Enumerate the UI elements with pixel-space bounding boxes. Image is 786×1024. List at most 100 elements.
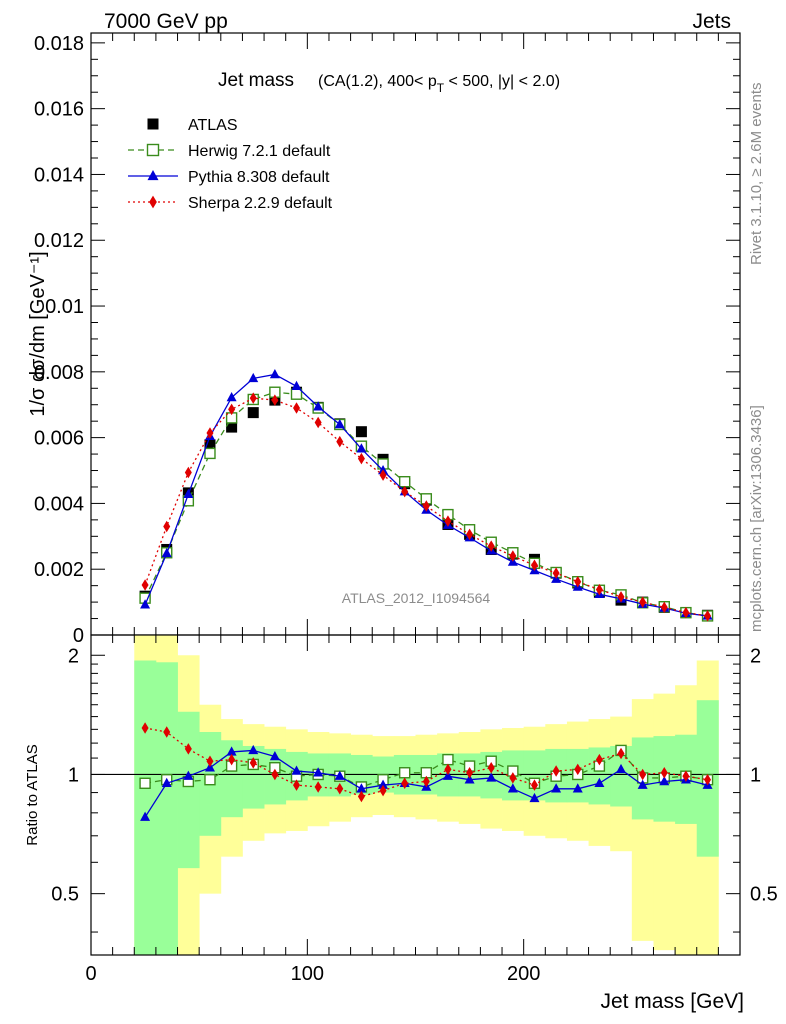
- main-y-tick-label: 0.008: [34, 362, 84, 384]
- data-point: [313, 401, 324, 411]
- ratio-data-point: [509, 772, 517, 784]
- main-y-axis-label: 1/σ dσ/dm [GeV⁻¹]: [27, 251, 49, 416]
- main-y-tick-label: 0: [73, 625, 84, 647]
- ratio-data-point: [163, 726, 171, 738]
- main-y-tick-label: 0.004: [34, 493, 84, 515]
- ratio-y-tick-label: 1: [68, 764, 79, 786]
- ratio-data-point: [529, 792, 540, 803]
- legend-label: Pythia 8.308 default: [188, 169, 330, 186]
- data-point: [336, 435, 344, 448]
- ratio-data-point: [572, 783, 583, 793]
- main-y-tick-label: 0.01: [45, 296, 84, 318]
- data-point: [422, 500, 430, 512]
- data-point: [140, 599, 151, 609]
- ratio-data-point: [140, 811, 151, 821]
- ratio-data-point: [444, 763, 452, 776]
- mcplots-label: mcplots.cern.ch [arXiv:1306.3436]: [748, 405, 765, 632]
- subtitle-pre: (CA(1.2), 400< p: [318, 73, 437, 90]
- ratio-data-point: [357, 790, 365, 803]
- ratio-data-point: [314, 781, 322, 793]
- ratio-data-point: [594, 777, 605, 788]
- ratio-data-point: [161, 777, 172, 788]
- ratio-data-point: [637, 779, 648, 789]
- main-title: Jet mass: [218, 70, 294, 91]
- ratio-data-point: [141, 722, 149, 734]
- ratio-data-point: [228, 753, 236, 766]
- outer-band-bin: [631, 699, 654, 941]
- main-y-tick-label: 0.002: [34, 559, 84, 581]
- ratio-data-point: [552, 765, 560, 777]
- data-point: [228, 403, 236, 416]
- data-point: [379, 469, 387, 481]
- x-tick-label: 200: [507, 963, 540, 985]
- ratio-data-point: [336, 783, 344, 795]
- data-point: [161, 547, 172, 558]
- outer-band-bin: [653, 693, 676, 951]
- legend-label: ATLAS: [188, 117, 238, 134]
- inner-band-bin: [134, 660, 157, 955]
- x-axis-label: Jet mass [GeV]: [600, 990, 744, 1013]
- data-point: [398, 476, 411, 488]
- data-point: [509, 550, 517, 562]
- data-point: [204, 439, 216, 451]
- header-left-label: 7000 GeV pp: [104, 10, 228, 33]
- legend-entry: Herwig 7.2.1 default: [128, 143, 331, 160]
- ratio-data-point: [269, 751, 280, 761]
- data-point: [248, 372, 259, 383]
- ratio-data-point: [183, 770, 194, 780]
- inner-band-bin: [523, 750, 546, 801]
- ratio-data-point: [639, 768, 647, 781]
- ratio-panel-series: [139, 722, 714, 821]
- analysis-watermark: ATLAS_2012_I1094564: [342, 590, 491, 606]
- main-panel-axes: 0 0.002 0.004 0.006 0.008 0.01 0.012 0.014 0.016…: [34, 33, 741, 647]
- data-point: [184, 466, 192, 479]
- ratio-y-tick-label-right: 0.5: [750, 884, 778, 906]
- data-point: [639, 596, 647, 608]
- ratio-series-sherpa: [141, 722, 712, 803]
- legend-marker: [149, 195, 157, 209]
- ratio-data-point: [616, 763, 627, 774]
- main-y-tick-label: 0.016: [34, 99, 84, 121]
- legend-entry: ATLAS: [147, 117, 238, 134]
- main-y-tick-label: 0.014: [34, 164, 84, 186]
- ratio-data-point: [487, 761, 495, 774]
- ratio-panel-axes: 0.5 0.5 1 1 2 2 0 100 200: [51, 635, 778, 985]
- ratio-data-point: [291, 765, 302, 775]
- data-point: [704, 610, 712, 622]
- ratio-data-point: [530, 779, 538, 791]
- ratio-data-point: [334, 770, 345, 780]
- ratio-data-point: [486, 772, 497, 782]
- main-y-tick-label: 0.012: [34, 230, 84, 252]
- data-point: [552, 567, 560, 579]
- data-point: [249, 392, 257, 404]
- legend-entry: Sherpa 2.2.9 default: [128, 195, 333, 212]
- series-sherpa: [141, 392, 712, 622]
- ratio-uncertainty-bands: [134, 635, 719, 955]
- data-point: [183, 488, 194, 498]
- ratio-data-point: [313, 767, 324, 777]
- x-tick-label: 0: [85, 963, 96, 985]
- rivet-version-label: Rivet 3.1.10, ≥ 2.6M events: [748, 83, 765, 266]
- data-point: [291, 380, 302, 391]
- data-point: [466, 528, 474, 541]
- ratio-data-point: [507, 783, 518, 793]
- ratio-data-point: [379, 784, 387, 797]
- data-point: [530, 559, 538, 572]
- ratio-data-point: [184, 743, 192, 755]
- ratio-data-point: [442, 770, 453, 780]
- data-point: [141, 579, 149, 591]
- data-point: [290, 388, 303, 400]
- ratio-data-point: [466, 766, 474, 779]
- legend-entry: Pythia 8.308 default: [128, 169, 330, 186]
- data-point: [206, 427, 214, 439]
- legend-marker: [147, 118, 159, 130]
- inner-band-bin: [155, 662, 178, 955]
- ratio-data-point: [682, 770, 690, 782]
- data-point: [401, 485, 409, 498]
- ratio-data-point: [659, 775, 670, 786]
- ratio-data-point: [271, 768, 279, 781]
- ratio-data-point: [422, 775, 430, 788]
- ratio-y-tick-label-right: 2: [750, 645, 761, 667]
- ratio-series-line: [144, 727, 708, 798]
